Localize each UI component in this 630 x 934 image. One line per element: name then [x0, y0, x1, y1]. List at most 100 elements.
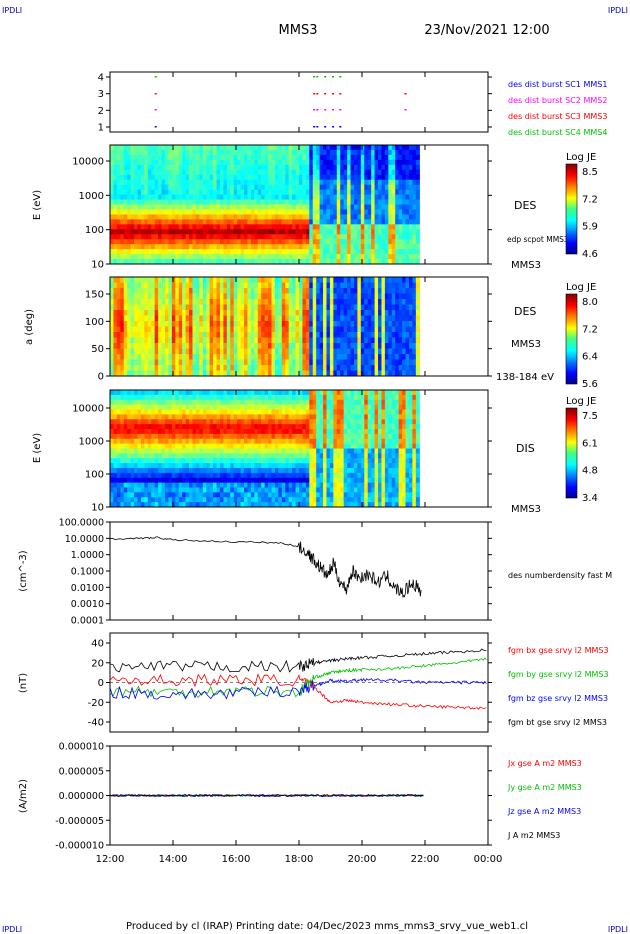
spectrogram-cell	[206, 502, 211, 507]
spectrogram-cell	[140, 169, 145, 176]
spectrogram-cell	[223, 502, 228, 507]
spectrogram-cell	[388, 239, 393, 245]
spectrogram-cell	[130, 199, 135, 206]
spectrogram-cell	[199, 337, 204, 344]
spectrogram-cell	[134, 332, 139, 339]
spectrogram-cell	[140, 497, 145, 503]
spectrogram-cell	[219, 209, 224, 216]
spectrogram-cell	[161, 343, 166, 350]
spectrogram-cell	[257, 199, 262, 206]
spectrogram-cell	[206, 463, 211, 469]
spectrogram-cell	[223, 458, 228, 464]
spectrogram-cell	[226, 429, 231, 435]
spectrogram-cell	[175, 492, 180, 498]
spectrogram-cell	[199, 365, 204, 372]
spectrogram-cell	[178, 179, 183, 186]
spectrogram-cell	[323, 214, 328, 220]
spectrogram-cell	[113, 492, 118, 498]
spectrogram-cell	[261, 424, 266, 430]
spectrogram-cell	[151, 164, 156, 171]
spectrogram-cell	[378, 326, 383, 333]
spectrogram-cell	[158, 502, 163, 507]
spectrogram-cell	[371, 229, 376, 235]
spectrogram-cell	[123, 234, 128, 240]
spectrogram-cell	[333, 254, 338, 260]
spectrogram-cell	[285, 209, 290, 216]
spectrogram-cell	[268, 409, 273, 415]
spectrogram-cell	[244, 254, 249, 260]
spectrogram-cell	[137, 282, 142, 289]
spectrogram-cell	[175, 365, 180, 372]
spectrogram-cell	[336, 282, 341, 289]
spectrogram-cell	[357, 209, 362, 216]
des-pitch-label-instrument: DES	[514, 305, 536, 318]
spectrogram-cell	[254, 448, 259, 454]
spectrogram-cell	[378, 304, 383, 311]
spectrogram-cell	[415, 332, 420, 339]
spectrogram-cell	[192, 354, 197, 361]
spectrogram-cell	[223, 468, 228, 474]
spectrogram-cell	[343, 179, 348, 186]
spectrogram-cell	[147, 310, 152, 317]
spectrogram-cell	[250, 332, 255, 339]
spectrogram-cell	[371, 365, 376, 372]
spectrogram-cell	[288, 184, 293, 191]
spectrogram-cell	[237, 199, 242, 206]
spectrogram-cell	[158, 299, 163, 306]
spectrogram-cell	[247, 343, 252, 350]
spectrogram-cell	[230, 332, 235, 339]
spectrogram-cell	[274, 310, 279, 317]
spectrogram-cell	[340, 224, 345, 230]
spectrogram-cell	[175, 463, 180, 469]
spectrogram-cell	[226, 399, 231, 406]
spectrogram-cell	[295, 199, 300, 206]
spectrogram-cell	[223, 497, 228, 503]
spectrogram-cell	[110, 419, 115, 425]
spectrogram-cell	[281, 214, 286, 220]
spectrogram-cell	[168, 429, 173, 435]
spectrogram-cell	[219, 468, 224, 474]
spectrogram-cell	[171, 497, 176, 503]
spectrogram-cell	[250, 299, 255, 306]
spectrogram-cell	[240, 343, 245, 350]
spectrogram-cell	[384, 359, 389, 366]
spectrogram-cell	[130, 453, 135, 459]
spectrogram-cell	[319, 214, 324, 220]
spectrogram-cell	[371, 164, 376, 171]
spectrogram-cell	[292, 244, 297, 250]
burst-frame	[109, 71, 489, 133]
spectrogram-cell	[161, 390, 166, 396]
spectrogram-cell	[195, 159, 200, 166]
spectrogram-cell	[130, 214, 135, 220]
spectrogram-cell	[384, 321, 389, 328]
spectrogram-cell	[360, 209, 365, 216]
spectrogram-cell	[305, 299, 310, 306]
spectrogram-cell	[151, 492, 156, 498]
spectrogram-cell	[240, 429, 245, 435]
spectrogram-cell	[268, 204, 273, 211]
spectrogram-cell	[130, 204, 135, 211]
spectrogram-cell	[299, 326, 304, 333]
spectrogram-cell	[213, 229, 218, 235]
spectrogram-cell	[113, 204, 118, 211]
spectrogram-cell	[144, 234, 149, 240]
spectrogram-cell	[305, 174, 310, 181]
spectrogram-cell	[257, 159, 262, 166]
spectrogram-cell	[219, 174, 224, 181]
spectrogram-cell	[336, 154, 341, 161]
spectrogram-cell	[237, 332, 242, 339]
spectrogram-cell	[398, 219, 403, 225]
spectrogram-cell	[360, 343, 365, 350]
spectrogram-cell	[213, 404, 218, 411]
spectrogram-cell	[278, 332, 283, 339]
spectrogram-cell	[353, 145, 359, 151]
spectrogram-cell	[219, 194, 224, 201]
spectrogram-cell	[292, 219, 297, 225]
spectrogram-cell	[336, 159, 341, 166]
spectrogram-cell	[329, 337, 334, 344]
spectrogram-cell	[116, 448, 121, 454]
spectrogram-cell	[364, 149, 369, 156]
spectrogram-cell	[336, 365, 341, 372]
spectrogram-cell	[182, 194, 187, 201]
spectrogram-cell	[316, 326, 321, 333]
